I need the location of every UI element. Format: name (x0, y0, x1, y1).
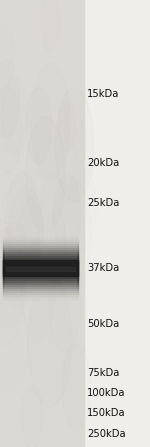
Text: 75kDa: 75kDa (87, 368, 119, 378)
Text: 250kDa: 250kDa (87, 429, 126, 439)
Bar (3, 254, 78, 283)
Bar (3, 248, 78, 288)
Text: 25kDa: 25kDa (87, 198, 119, 208)
Bar (3, 240, 78, 296)
Bar (3, 246, 78, 291)
Text: 50kDa: 50kDa (87, 319, 119, 329)
Bar (3, 252, 78, 284)
Text: 37kDa: 37kDa (87, 263, 119, 273)
Bar (3, 260, 78, 276)
Bar (3, 256, 78, 280)
Bar (3, 244, 78, 292)
Bar (6, 266, 75, 270)
Bar (3, 260, 78, 276)
Text: 20kDa: 20kDa (87, 158, 119, 168)
Bar (3, 236, 78, 300)
Text: 100kDa: 100kDa (87, 388, 126, 398)
Bar (3, 242, 78, 294)
Bar (3, 234, 78, 302)
Bar (3, 238, 78, 299)
Bar (3, 250, 78, 286)
Bar (0, 0, 84, 447)
Bar (3, 258, 78, 278)
Text: 150kDa: 150kDa (87, 409, 126, 418)
Text: 15kDa: 15kDa (87, 89, 119, 99)
